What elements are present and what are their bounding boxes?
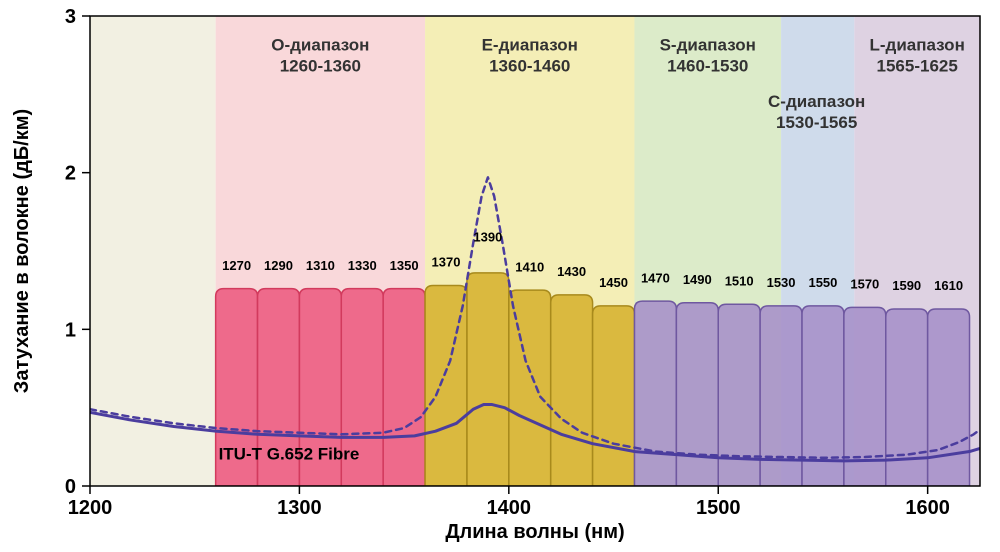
channel-label-1470: 1470 [641,270,670,285]
channel-label-1490: 1490 [683,272,712,287]
y-tick-label: 2 [65,163,76,185]
channel-1430 [551,295,593,486]
channel-label-1370: 1370 [432,255,461,270]
y-axis-title: Затухание в волокне (дБ/км) [11,109,33,393]
y-tick-label: 3 [65,6,76,28]
channel-label-1290: 1290 [264,258,293,273]
channel-label-1590: 1590 [892,278,921,293]
channel-label-1570: 1570 [850,277,879,292]
channel-label-1450: 1450 [599,275,628,290]
channel-1450 [593,306,635,486]
y-ticks: 0 1 2 3 [65,6,90,498]
channel-label-1550: 1550 [808,275,837,290]
band-outer-right [980,16,1000,486]
channel-label-1430: 1430 [557,264,586,279]
x-tick-label: 1300 [277,497,322,519]
x-tick-label: 1500 [696,497,741,519]
channel-1390 [467,273,509,486]
channel-label-1330: 1330 [348,258,377,273]
y-tick-label: 1 [65,319,76,341]
channel-label-1350: 1350 [390,258,419,273]
channel-label-1610: 1610 [934,278,963,293]
band-label-O: O-диапазон [271,35,369,54]
channel-label-1270: 1270 [222,258,251,273]
channel-label-1530: 1530 [767,275,796,290]
itu-fibre-label: ITU-T G.652 Fibre [219,444,360,463]
band-range-label-S: 1460-1530 [667,56,748,75]
channel-label-1410: 1410 [515,259,544,274]
channel-1470 [634,301,676,486]
y-tick-label: 0 [65,476,76,498]
band-range-label-O: 1260-1360 [280,56,361,75]
channel-1350 [383,289,425,486]
channel-1610 [928,309,970,486]
band-range-label-C: 1530-1565 [776,113,857,132]
x-ticks: 1200 1300 1400 1500 1600 [68,486,950,519]
band-label-L: L-диапазон [869,35,964,54]
channel-label-1390: 1390 [473,230,502,245]
fiber-attenuation-chart: 1270 1290 1310 1330 1350 1370 1390 1410 1430 1450… [0,0,1000,552]
x-axis-title: Длина волны (нм) [445,521,624,543]
channel-label-1310: 1310 [306,258,335,273]
band-range-label-E: 1360-1460 [489,56,570,75]
x-tick-label: 1400 [487,497,532,519]
band-range-label-L: 1565-1625 [877,56,958,75]
channel-label-1510: 1510 [725,273,754,288]
x-tick-label: 1600 [905,497,950,519]
band-label-E: E-диапазон [482,35,578,54]
band-label-S: S-диапазон [660,35,756,54]
x-tick-label: 1200 [68,497,113,519]
band-label-C: C-диапазон [768,92,865,111]
